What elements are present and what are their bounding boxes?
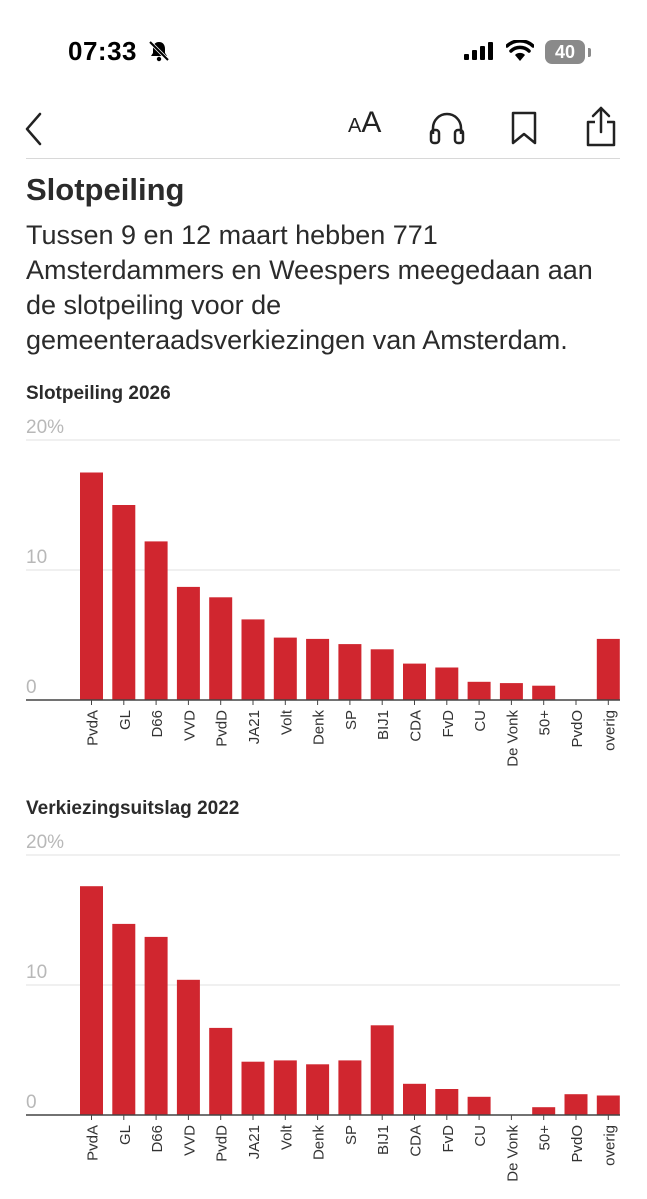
bar-gl [112, 505, 136, 700]
bar-pvda [80, 886, 103, 1115]
bar-cu [467, 681, 491, 700]
x-category-label: PvdA [85, 710, 102, 746]
chart-verkiezingsuitslag-2022: 0 10 20% PvdA GL D66 VVD PvdD JA21 Volt Denk SP BIJ1… [26, 832, 620, 1182]
bar-sp [338, 1060, 362, 1115]
x-category-label: Denk [311, 1125, 328, 1161]
bar-de-vonk [499, 683, 523, 700]
article-toolbar: AA [0, 100, 647, 160]
x-category-label: FvD [440, 1125, 457, 1153]
bar-pvdo [564, 1094, 588, 1115]
x-category-label: De Vonk [504, 1125, 521, 1182]
chart-slotpeiling-2026: 0 10 20% PvdA GL D66 VVD PvdD JA21 Volt Denk SP BIJ1… [26, 417, 620, 767]
x-category-label: PvdD [214, 710, 231, 747]
x-category-label: Volt [278, 1124, 295, 1150]
wifi-icon [506, 40, 534, 61]
x-category-label: BIJ1 [375, 710, 392, 740]
bar-volt [273, 637, 297, 700]
y-tick-label: 10 [26, 547, 47, 568]
x-category-label: De Vonk [504, 710, 521, 767]
bar-fvd [435, 1089, 459, 1115]
x-category-label: D66 [149, 1125, 166, 1153]
bar-d66 [144, 936, 168, 1115]
bar-bij1 [370, 649, 394, 700]
x-category-label: JA21 [246, 1125, 263, 1159]
bar-cda [403, 1083, 426, 1115]
chart-title-2026: Slotpeiling 2026 [26, 383, 171, 404]
x-category-label: Denk [311, 710, 328, 746]
x-category-label: FvD [440, 710, 457, 738]
toolbar-divider [26, 158, 620, 159]
bar-d66 [144, 541, 168, 700]
x-category-label: overig [601, 1125, 618, 1166]
x-category-label: SP [343, 710, 360, 730]
x-category-label: 50+ [537, 1125, 554, 1151]
x-category-label: GL [117, 710, 134, 730]
bar-50- [532, 685, 556, 700]
article-intro: Tussen 9 en 12 maart hebben 771 Amsterda… [26, 220, 593, 355]
x-category-label: PvdO [569, 710, 586, 748]
bell-muted-icon [148, 40, 170, 62]
x-category-label: SP [343, 1125, 360, 1145]
x-category-label: PvdO [569, 1125, 586, 1163]
bar-fvd [435, 667, 459, 700]
x-category-label: VVD [181, 710, 198, 741]
battery-tip [588, 48, 591, 57]
article-title: Slotpeiling [26, 172, 185, 207]
x-category-label: VVD [181, 1125, 198, 1156]
bar-pvda [80, 472, 103, 700]
bar-pvdd [209, 597, 233, 700]
bar-bij1 [370, 1025, 394, 1115]
bar-sp [338, 644, 362, 700]
text-size-large: A [361, 106, 382, 139]
y-tick-label: 10 [26, 962, 47, 983]
bar-cu [467, 1096, 491, 1115]
x-category-label: CDA [408, 1125, 425, 1157]
x-category-label: JA21 [246, 710, 263, 744]
headphones-icon[interactable] [428, 110, 466, 146]
text-size-small: A [348, 115, 362, 137]
bar-pvdd [209, 1027, 233, 1115]
x-category-label: CU [472, 1125, 489, 1147]
bar-gl [112, 923, 136, 1115]
x-category-label: overig [601, 710, 618, 751]
x-category-label: Volt [278, 709, 295, 735]
status-bar: 07:33 40 [0, 0, 647, 100]
x-category-label: CDA [408, 710, 425, 742]
y-tick-label: 0 [26, 677, 37, 698]
bar-denk [306, 1064, 330, 1115]
y-tick-label: 0 [26, 1092, 37, 1113]
bar-vvd [176, 979, 200, 1115]
x-category-label: PvdD [214, 1125, 231, 1162]
text-size-button[interactable]: AA [348, 106, 381, 140]
bar-vvd [176, 586, 200, 700]
x-category-label: 50+ [537, 710, 554, 736]
bar-50- [532, 1107, 556, 1115]
bar-cda [403, 663, 426, 700]
y-tick-label: 20% [26, 832, 64, 853]
bar-denk [306, 638, 330, 700]
y-tick-label: 20% [26, 417, 64, 438]
battery-indicator: 40 [545, 40, 585, 64]
back-chevron-icon[interactable] [22, 110, 46, 148]
clock: 07:33 [68, 36, 137, 66]
bar-ja21 [241, 619, 265, 700]
bar-ja21 [241, 1061, 265, 1115]
x-category-label: D66 [149, 710, 166, 738]
chart-title-2022: Verkiezingsuitslag 2022 [26, 798, 240, 819]
x-category-label: GL [117, 1125, 134, 1145]
share-icon[interactable] [584, 106, 618, 148]
cellular-signal-icon [464, 42, 493, 60]
bar-overig [596, 638, 620, 700]
bookmark-icon[interactable] [508, 110, 540, 146]
x-category-label: CU [472, 710, 489, 732]
bar-overig [596, 1095, 620, 1115]
x-category-label: BIJ1 [375, 1125, 392, 1155]
bar-volt [273, 1060, 297, 1115]
x-category-label: PvdA [85, 1125, 102, 1161]
